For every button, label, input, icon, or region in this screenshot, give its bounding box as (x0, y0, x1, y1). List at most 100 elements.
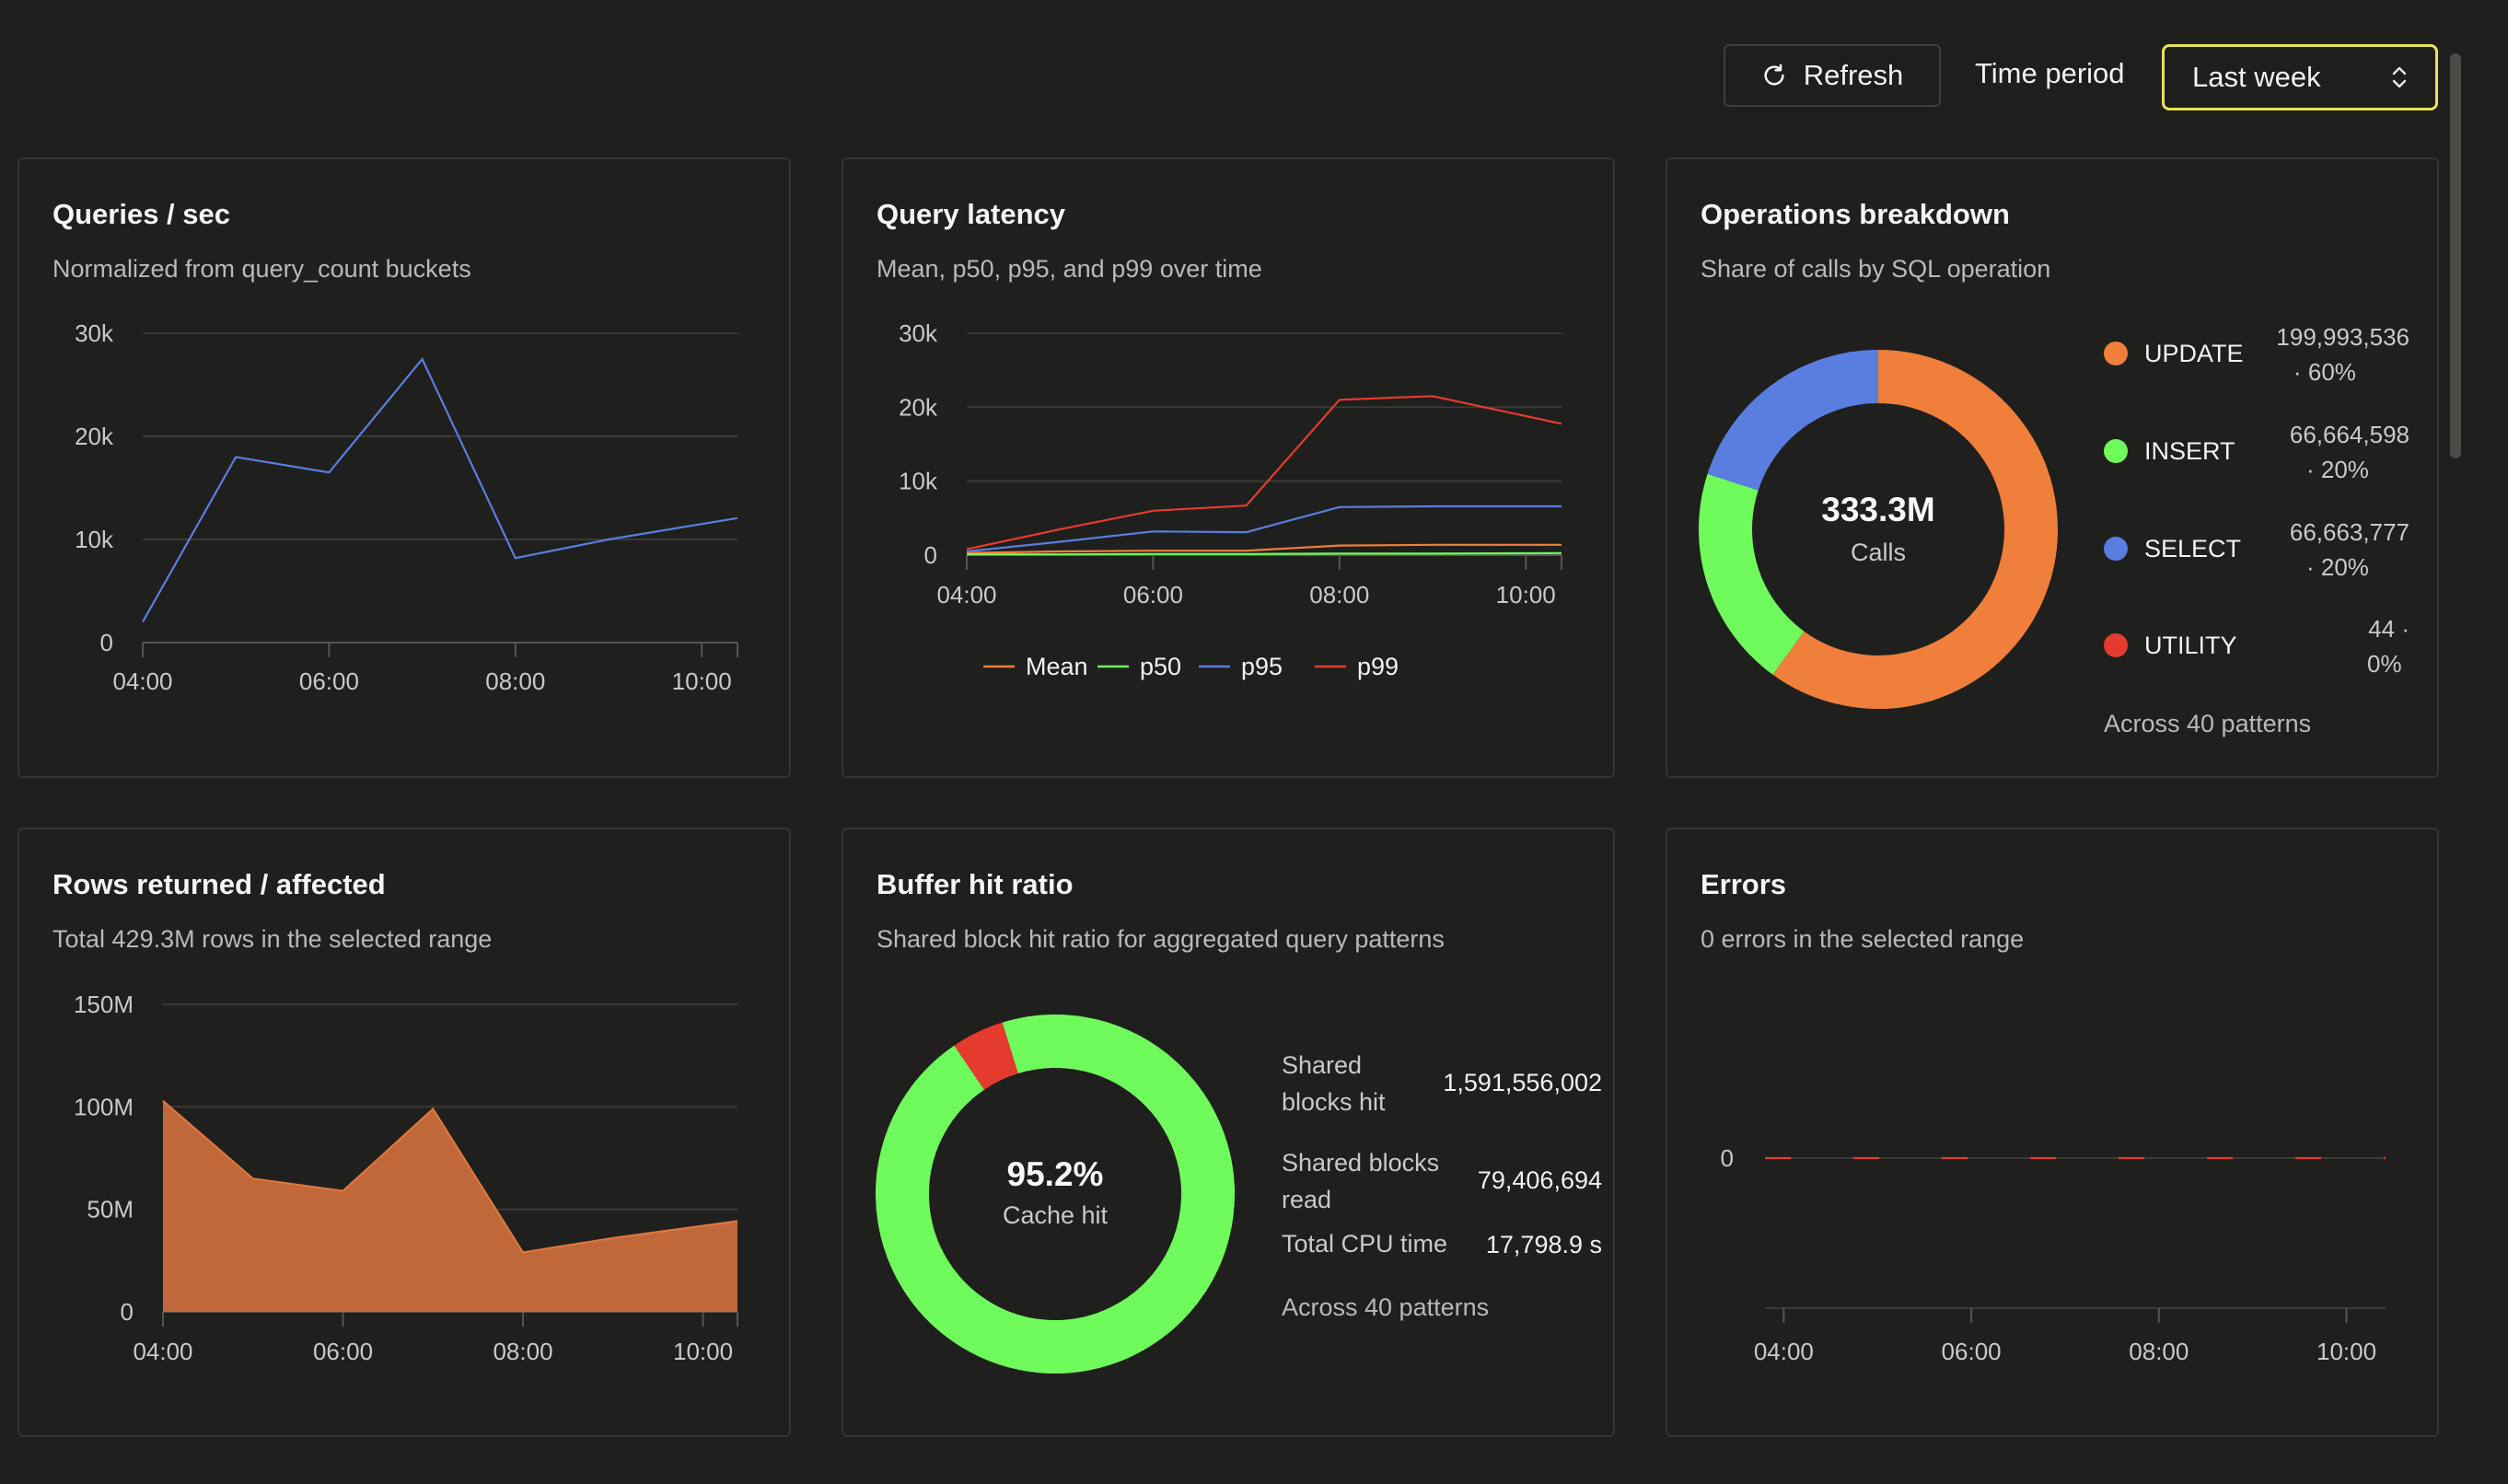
legend-label: p50 (1140, 653, 1181, 680)
operations-card: Operations breakdown Share of calls by S… (1666, 157, 2439, 778)
card-subtitle: Normalized from query_count buckets (52, 255, 471, 283)
rows-card: Rows returned / affected Total 429.3M ro… (17, 828, 791, 1437)
area-series (163, 1100, 737, 1312)
buffer-footer: Across 40 patterns (1282, 1293, 1490, 1321)
y-tick-label: 0 (100, 629, 113, 656)
x-tick-label: 04:00 (112, 667, 172, 695)
y-tick-label: 30k (899, 319, 938, 347)
x-tick-label: 04:00 (936, 581, 996, 609)
x-tick-label: 08:00 (2129, 1338, 2189, 1365)
time-period-label: Time period (1975, 57, 2125, 89)
latency-chart: 0 10k 20k 30k 04:00 06:00 08:00 10:00 Mean p50 p95… (899, 319, 1562, 680)
series-line-p95 (966, 504, 1562, 553)
legend-label: Mean (1026, 653, 1088, 680)
card-title: Errors (1701, 868, 1787, 900)
card-subtitle: Mean, p50, p95, and p99 over time (877, 255, 1262, 283)
buffer-card: Buffer hit ratio Shared block hit ratio … (842, 828, 1615, 1437)
legend-label-insert: INSERT (2144, 437, 2235, 465)
time-period-select[interactable]: Last week (2162, 44, 2438, 110)
donut-slice-select (1707, 350, 1879, 492)
legend-label-select: SELECT (2144, 535, 2242, 562)
y-tick-label: 30k (75, 319, 114, 347)
y-tick-label: 20k (899, 393, 938, 421)
x-tick-label: 10:00 (672, 667, 732, 695)
card-title: Buffer hit ratio (877, 868, 1074, 900)
x-tick-label: 08:00 (485, 667, 545, 695)
card-title: Rows returned / affected (52, 868, 386, 900)
donut-slice-update (1772, 350, 2058, 709)
legend-label-utility: UTILITY (2144, 632, 2237, 659)
x-tick-label: 04:00 (1754, 1338, 1814, 1365)
operations-footer: Across 40 patterns (2104, 710, 2312, 737)
rows-chart: 0 50M 100M 150M 04:00 06:00 08:00 10:00 (74, 991, 738, 1365)
x-tick-label: 10:00 (2316, 1338, 2376, 1365)
buffer-donut (876, 1014, 1235, 1374)
refresh-icon (1764, 64, 1784, 86)
legend-swatch-select (2104, 537, 2128, 561)
x-tick-label: 10:00 (673, 1338, 733, 1365)
x-tick-label: 04:00 (133, 1338, 192, 1365)
stat-value-blocks-hit: 1,591,556,002 (1443, 1069, 1602, 1096)
series-line-0 (142, 356, 738, 623)
scrollbar-thumb[interactable] (2450, 53, 2461, 458)
card-subtitle: 0 errors in the selected range (1701, 925, 2025, 953)
stat-label-blocks-hit: Shared blocks hit (1282, 1051, 1386, 1116)
errors-chart: 0 04:00 06:00 08:00 10:00 (1721, 1144, 2386, 1365)
card-subtitle: Total 429.3M rows in the selected range (52, 925, 493, 953)
x-tick-label: 06:00 (313, 1338, 373, 1365)
legend-value-utility: 44 · 0% (2367, 615, 2409, 678)
card-subtitle: Shared block hit ratio for aggregated qu… (877, 925, 1445, 953)
queries-chart: 0 10k 20k 30k 04:00 06:00 08:00 10:00 (75, 319, 738, 695)
donut-slice-insert (1699, 473, 1806, 675)
legend-swatch-update (2104, 342, 2128, 365)
series-line-mean (966, 543, 1562, 554)
donut-center-label: Calls (1850, 539, 1906, 566)
refresh-button[interactable]: Refresh (1724, 44, 1941, 107)
x-tick-label: 06:00 (299, 667, 359, 695)
y-tick-label: 20k (75, 423, 114, 450)
card-title: Queries / sec (52, 198, 231, 230)
y-tick-label: 50M (87, 1196, 134, 1223)
y-tick-label: 0 (1721, 1144, 1734, 1172)
stat-label-cpu-time: Total CPU time (1282, 1230, 1448, 1258)
legend-label: p95 (1241, 653, 1283, 680)
stat-value-blocks-read: 79,406,694 (1477, 1166, 1602, 1194)
card-subtitle: Share of calls by SQL operation (1701, 255, 2051, 283)
latency-card: Query latency Mean, p50, p95, and p99 ov… (842, 157, 1615, 778)
x-tick-label: 08:00 (1309, 581, 1369, 609)
donut-slice-shared-blocks-read (954, 1022, 1019, 1091)
y-tick-label: 10k (899, 468, 938, 495)
legend-value-insert: 66,664,598 · 20% (2289, 421, 2409, 483)
x-tick-label: 08:00 (493, 1338, 552, 1365)
chevron-up-down-icon (2392, 66, 2407, 88)
donut-center-label: Cache hit (1002, 1201, 1109, 1229)
y-tick-label: 100M (74, 1093, 134, 1120)
x-tick-label: 06:00 (1942, 1338, 2002, 1365)
donut-center-value: 333.3M (1821, 491, 1935, 528)
y-tick-label: 150M (74, 991, 134, 1018)
y-tick-label: 10k (75, 526, 114, 553)
series-line-p99 (966, 395, 1562, 551)
legend-swatch-utility (2104, 633, 2128, 657)
y-tick-label: 0 (121, 1298, 134, 1326)
legend-label-update: UPDATE (2144, 340, 2244, 367)
card-title: Query latency (877, 198, 1066, 230)
legend-swatch-insert (2104, 439, 2128, 463)
series-line-p50 (967, 551, 1562, 556)
stat-value-cpu-time: 17,798.9 s (1485, 1231, 1602, 1258)
y-tick-label: 0 (924, 541, 937, 569)
legend-value-update: 199,993,536 · 60% (2276, 323, 2409, 386)
card-title: Operations breakdown (1701, 198, 2010, 230)
time-period-value: Last week (2192, 61, 2321, 93)
donut-center-value: 95.2% (1006, 1155, 1104, 1193)
x-tick-label: 06:00 (1123, 581, 1183, 609)
operations-donut (1699, 350, 2058, 709)
stat-label-blocks-read: Shared blocks read (1282, 1149, 1440, 1213)
refresh-label: Refresh (1803, 59, 1904, 91)
x-tick-label: 10:00 (1496, 581, 1556, 609)
legend-label: p99 (1357, 653, 1399, 680)
legend-value-select: 66,663,777 · 20% (2289, 518, 2409, 581)
area-series-outline (162, 1099, 738, 1254)
donut-slice-shared-blocks-hit (876, 1014, 1235, 1374)
